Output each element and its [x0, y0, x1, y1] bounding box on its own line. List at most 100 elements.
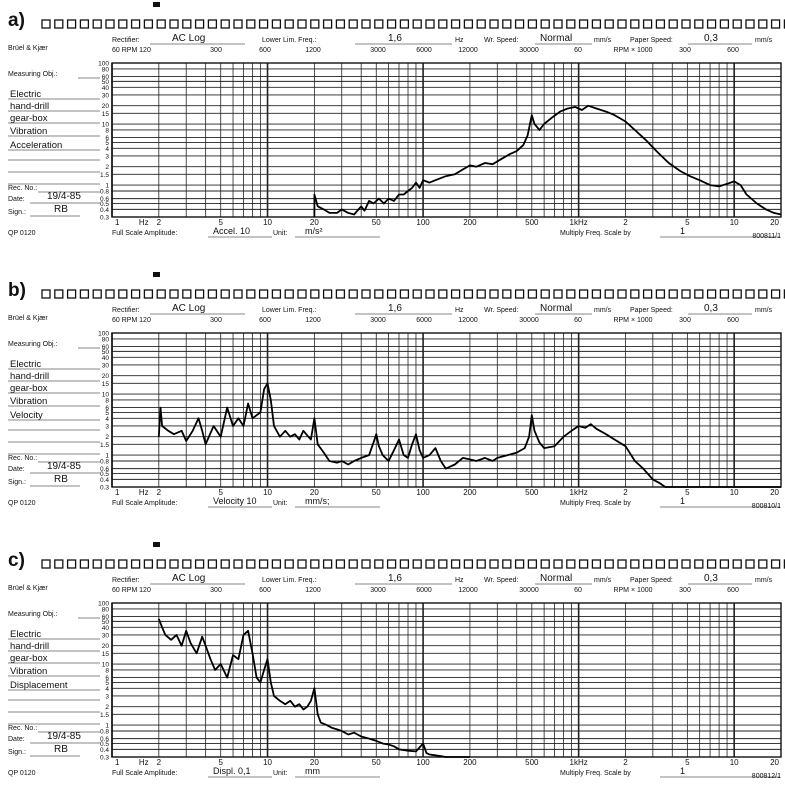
register-mark [153, 542, 160, 547]
sprocket-hole [681, 559, 691, 569]
sprocket-hole [463, 559, 474, 569]
y-tick-label: 10 [102, 122, 110, 129]
paper-speed-label: Paper Speed: [630, 37, 673, 44]
sprocket-hole [143, 19, 154, 29]
sprocket-hole [412, 559, 422, 569]
x-tick-label: 20 [310, 218, 319, 227]
sprocket-hole [233, 19, 243, 29]
date-value: 19/4-85 [47, 191, 81, 202]
wr-speed-value: Normal [540, 573, 572, 584]
reference-number: 800812/1 [752, 773, 781, 780]
y-tick-label: 60 [102, 614, 110, 621]
sprocket-hole [66, 19, 77, 29]
series-line [157, 382, 781, 488]
rpm-tick: 3000 [370, 587, 386, 594]
rpm-tick: 300 [210, 587, 222, 594]
multiply-value: 1 [680, 496, 685, 506]
measuring-obj-label: Measuring Obj.: [8, 611, 57, 618]
sprocket-hole [719, 559, 730, 569]
sprocket-hole [783, 559, 785, 569]
sprocket-holes [41, 289, 785, 299]
rpm-tick: 300 [679, 587, 691, 594]
rpm-tick: 300 [210, 47, 222, 54]
lower-lim-value: 1,6 [388, 573, 402, 584]
sprocket-hole [578, 289, 589, 299]
x-tick-label: 20 [310, 758, 319, 767]
measuring-obj-line: Electric [10, 359, 41, 370]
sprocket-hole [476, 559, 486, 569]
paper-speed-value: 0,3 [704, 573, 718, 584]
sprocket-hole [706, 289, 717, 299]
x-tick-label: 10 [730, 758, 739, 767]
y-tick-label: 0.6 [100, 196, 109, 203]
sprocket-hole [604, 559, 614, 569]
sprocket-hole [450, 559, 461, 569]
rectifier-label: Rectifier: [112, 577, 140, 584]
sprocket-hole [553, 559, 563, 569]
sprocket-hole [438, 19, 448, 29]
sprocket-hole [297, 289, 307, 299]
unit-value: m/s² [305, 226, 323, 236]
y-tick-label: 60 [102, 74, 110, 81]
sprocket-hole [770, 19, 781, 29]
sprocket-hole [591, 19, 602, 29]
paper-speed-unit: mm/s [755, 577, 773, 584]
sprocket-hole [489, 19, 499, 29]
date-label: Date: [8, 466, 25, 473]
sprocket-hole [399, 19, 410, 29]
rpm-tick: 30000 [519, 47, 539, 54]
x-tick-label: 50 [372, 758, 381, 767]
sprocket-hole [655, 559, 666, 569]
rpm-tick: 3000 [370, 317, 386, 324]
rpm-tick: RPM × 1000 [613, 587, 652, 594]
sprocket-hole [706, 559, 717, 569]
rpm-tick: RPM × 1000 [613, 317, 652, 324]
x-tick-label: 2 [157, 488, 162, 497]
x-tick-label: Hz [139, 758, 149, 767]
y-tick-label: 0.8 [100, 728, 109, 735]
rpm-tick: 12000 [458, 47, 478, 54]
sprocket-hole [681, 19, 691, 29]
sprocket-hole [182, 289, 192, 299]
sprocket-hole [156, 289, 166, 299]
rec-no-label: Rec. No.: [8, 725, 37, 732]
sprocket-hole [642, 19, 653, 29]
sprocket-hole [617, 559, 627, 569]
x-tick-label: 1 [115, 218, 120, 227]
x-tick-label: 1kHz [570, 758, 588, 767]
x-tick-label: 100 [416, 758, 430, 767]
rectifier-label: Rectifier: [112, 37, 140, 44]
sprocket-hole [92, 289, 102, 299]
sprocket-hole [694, 559, 704, 569]
y-tick-label: 6 [105, 675, 109, 682]
reference-number: 800810/1 [752, 503, 781, 510]
lower-lim-label: Lower Lim. Freq.: [262, 37, 317, 44]
sprocket-hole [476, 19, 486, 29]
register-mark [153, 272, 160, 277]
sprocket-hole [271, 559, 282, 569]
y-tick-label: 1.5 [100, 172, 109, 179]
sprocket-hole [284, 19, 294, 29]
chart-svg: c) Rectifier: AC Log Lower Lim. Freq.: 1,6 Hz… [8, 542, 785, 780]
sprocket-hole [335, 559, 346, 569]
x-tick-label: 1 [115, 488, 120, 497]
measuring-obj-line: Vibration [10, 666, 47, 677]
measuring-obj-line: Acceleration [10, 140, 62, 151]
sprocket-hole [54, 289, 64, 299]
x-tick-label: 5 [218, 758, 223, 767]
sprocket-hole [156, 559, 166, 569]
sprocket-hole [783, 19, 785, 29]
measuring-obj-line: Vibration [10, 396, 47, 407]
sprocket-hole [41, 289, 51, 299]
unit-label: Unit: [273, 230, 287, 237]
x-tick-label: 50 [372, 218, 381, 227]
panel-a: a) Rectifier: AC Log Lower Lim. Freq.: 1,6 Hz… [0, 0, 785, 248]
rpm-tick: 120 [139, 587, 151, 594]
sprocket-hole [182, 559, 192, 569]
y-tick-label: 10 [102, 392, 110, 399]
rpm-label: 60 RPM [112, 587, 137, 594]
rpm-tick: 6000 [416, 317, 432, 324]
sprocket-hole [527, 289, 538, 299]
x-tick-label: 5 [685, 488, 690, 497]
